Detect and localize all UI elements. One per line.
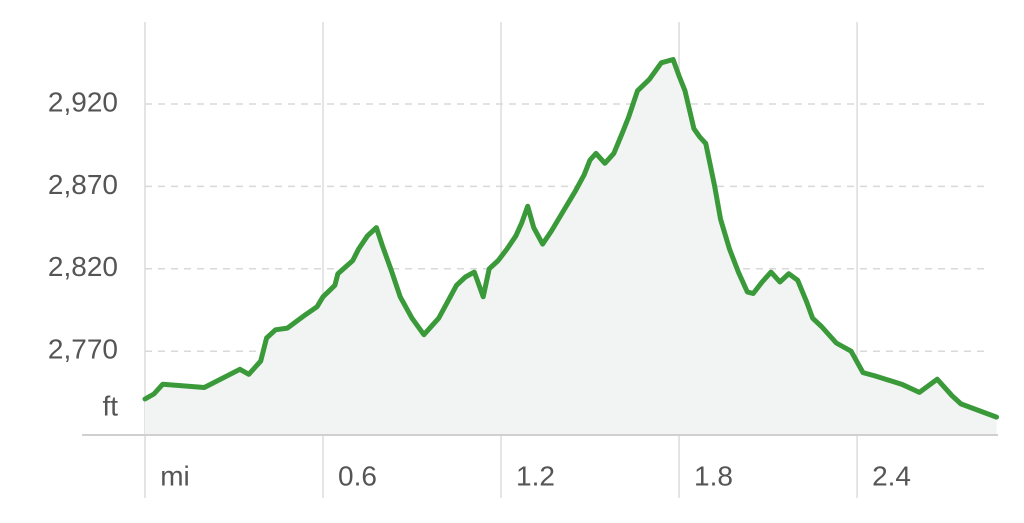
x-tick-label: 2.4 (872, 460, 911, 491)
y-tick-label: 2,770 (48, 334, 118, 365)
x-tick-label: 0.6 (338, 460, 377, 491)
y-unit-label: ft (102, 390, 118, 421)
y-tick-label: 2,870 (48, 169, 118, 200)
elevation-line (142, 57, 999, 420)
x-tick-label: 1.8 (694, 460, 733, 491)
elevation-area (145, 59, 997, 435)
label-layer: ft mi 2,770 2,820 2,870 2,920 0.6 1.2 1.8 2.4 (48, 86, 911, 491)
y-tick-label: 2,920 (48, 86, 118, 117)
x-unit-label: mi (160, 460, 190, 491)
y-tick-label: 2,820 (48, 251, 118, 282)
x-tick-label: 1.2 (516, 460, 555, 491)
